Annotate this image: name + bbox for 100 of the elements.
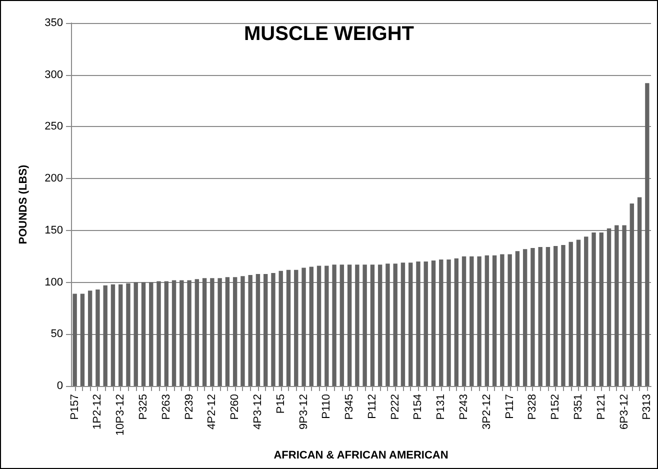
bar — [271, 272, 276, 386]
bar — [568, 242, 573, 386]
bar — [462, 256, 466, 386]
x-tick-label: P325 — [138, 394, 150, 420]
x-tick-label: P112 — [366, 394, 378, 419]
x-tick-label: 10P3-12 — [114, 394, 127, 436]
x-tick-label: P117 — [504, 394, 516, 419]
bar — [416, 262, 420, 386]
bar — [316, 266, 322, 386]
bar — [446, 259, 451, 386]
x-tick-label: P351 — [572, 394, 584, 420]
bar — [302, 268, 306, 386]
bar — [103, 285, 108, 386]
bar — [88, 290, 92, 386]
bar — [264, 274, 268, 386]
bar — [454, 258, 458, 386]
x-tick-label: 1P2-12 — [92, 394, 104, 430]
x-tick-label: P110 — [320, 394, 333, 419]
bar — [278, 270, 283, 386]
bar — [477, 256, 482, 386]
x-tick-label: P239 — [183, 394, 196, 420]
bar — [637, 197, 642, 386]
bar — [248, 275, 252, 386]
bar — [187, 280, 192, 386]
bar — [378, 264, 382, 386]
bar — [554, 246, 558, 386]
x-tick-label: P154 — [412, 394, 424, 420]
bar — [134, 282, 138, 386]
bar — [164, 281, 168, 386]
bar — [522, 249, 528, 386]
bar — [431, 260, 436, 386]
bar — [630, 203, 634, 386]
bar — [530, 248, 535, 386]
bar — [592, 232, 596, 386]
x-tick-label: P243 — [458, 394, 470, 420]
bar — [202, 278, 207, 386]
bar — [240, 276, 245, 386]
bar — [110, 284, 116, 386]
x-tick-label: 6P3-12 — [618, 394, 630, 430]
y-tick-label: 150 — [44, 224, 63, 236]
x-tick-label: P222 — [389, 394, 402, 420]
x-tick-label: P15 — [274, 394, 287, 414]
y-tick-label: 50 — [50, 328, 63, 340]
x-tick-label: P260 — [229, 394, 242, 420]
bar — [538, 247, 542, 386]
bar — [80, 294, 85, 386]
y-tick-label: 300 — [44, 68, 63, 81]
bar — [515, 251, 520, 386]
x-tick-label: 3P2-12 — [480, 394, 493, 430]
bar — [599, 232, 604, 386]
bar — [386, 264, 390, 386]
x-tick-label: 9P3-12 — [298, 394, 310, 430]
bar — [408, 262, 413, 386]
bar — [332, 264, 336, 386]
bar — [210, 278, 214, 386]
bar — [347, 264, 352, 386]
bar — [500, 254, 504, 386]
bar — [614, 225, 619, 386]
bar — [218, 278, 222, 386]
chart-title: MUSCLE WEIGHT — [244, 23, 414, 45]
bar — [492, 255, 497, 386]
bar — [309, 266, 314, 386]
bar — [256, 274, 260, 386]
bar — [606, 228, 612, 386]
bar — [484, 255, 490, 386]
x-tick-label: 4P2-12 — [206, 394, 218, 430]
bar — [355, 264, 360, 386]
bar — [561, 244, 566, 386]
y-tick-label: 0 — [56, 380, 63, 392]
bar — [622, 225, 626, 386]
bar — [294, 270, 298, 386]
y-tick-label: 200 — [44, 172, 63, 185]
bar — [96, 290, 100, 386]
x-tick-label: 4P3-12 — [252, 394, 264, 430]
y-axis-title: POUNDS (LBS) — [18, 164, 30, 244]
bar — [149, 282, 154, 386]
bar — [118, 284, 123, 386]
bar — [194, 279, 200, 386]
bar — [439, 259, 444, 386]
bar — [362, 264, 367, 386]
bar — [72, 294, 77, 386]
bar — [340, 264, 344, 386]
bar — [576, 240, 581, 386]
bar — [141, 282, 146, 386]
y-tick-label: 100 — [44, 276, 63, 288]
bar — [172, 280, 176, 386]
bar — [324, 266, 329, 386]
x-tick-label: P121 — [595, 394, 608, 420]
bar — [546, 247, 550, 386]
bar — [232, 277, 238, 386]
x-tick-label: P131 — [435, 394, 448, 420]
bar — [470, 256, 474, 386]
bar — [370, 264, 375, 386]
x-tick-label: P263 — [160, 394, 172, 420]
bar — [393, 264, 398, 386]
bar — [286, 270, 291, 386]
y-tick-label: 250 — [44, 120, 63, 133]
y-tick-label: 350 — [44, 17, 63, 29]
bar — [584, 236, 588, 386]
x-tick-label: P328 — [526, 394, 539, 420]
